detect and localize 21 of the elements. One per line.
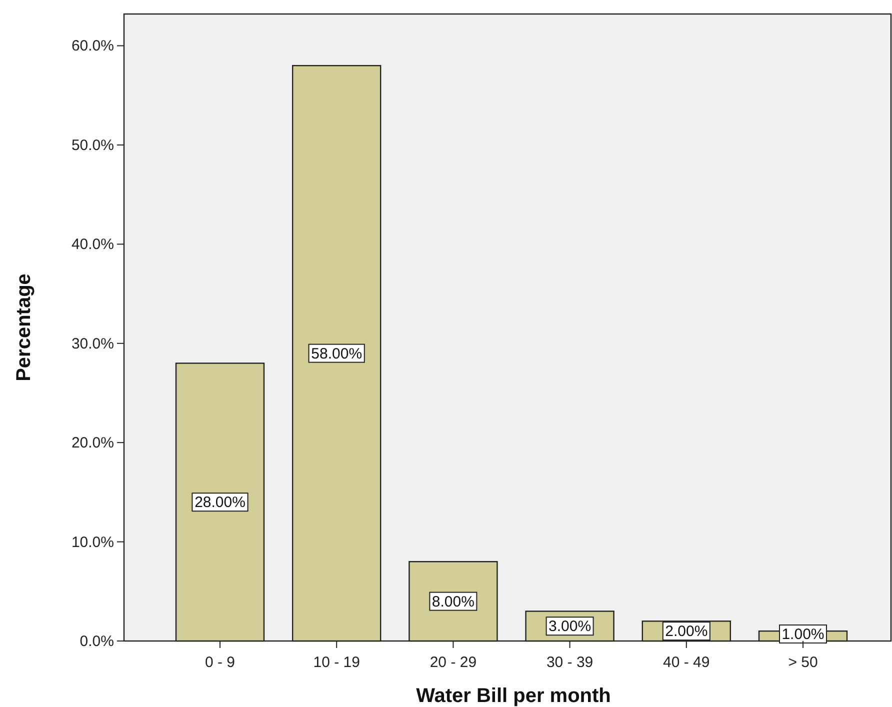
y-tick-label: 10.0% — [71, 534, 114, 551]
data-label: 58.00% — [311, 345, 362, 362]
x-axis-title: Water Bill per month — [416, 685, 611, 707]
data-label: 2.00% — [665, 623, 708, 640]
x-tick-label: 30 - 39 — [546, 654, 594, 671]
x-tick-label: 40 - 49 — [663, 654, 710, 671]
data-label: 3.00% — [548, 618, 592, 636]
x-tick-label: 10 - 19 — [313, 654, 360, 671]
y-tick-label: 40.0% — [71, 236, 114, 254]
x-tick-label: 20 - 29 — [430, 654, 477, 671]
x-tick-label: > 50 — [788, 654, 818, 671]
y-tick-label: 0.0% — [80, 633, 114, 650]
y-tick-label: 30.0% — [71, 335, 114, 352]
data-label: 8.00% — [432, 593, 474, 610]
y-tick-label: 50.0% — [71, 136, 114, 154]
data-label: 28.00% — [194, 494, 246, 512]
y-tick-label: 60.0% — [71, 38, 114, 55]
y-tick-label: 20.0% — [71, 434, 114, 452]
x-tick-label: 0 - 9 — [204, 654, 236, 671]
y-axis-title: Percentage — [13, 274, 35, 382]
data-label: 1.00% — [782, 626, 824, 643]
